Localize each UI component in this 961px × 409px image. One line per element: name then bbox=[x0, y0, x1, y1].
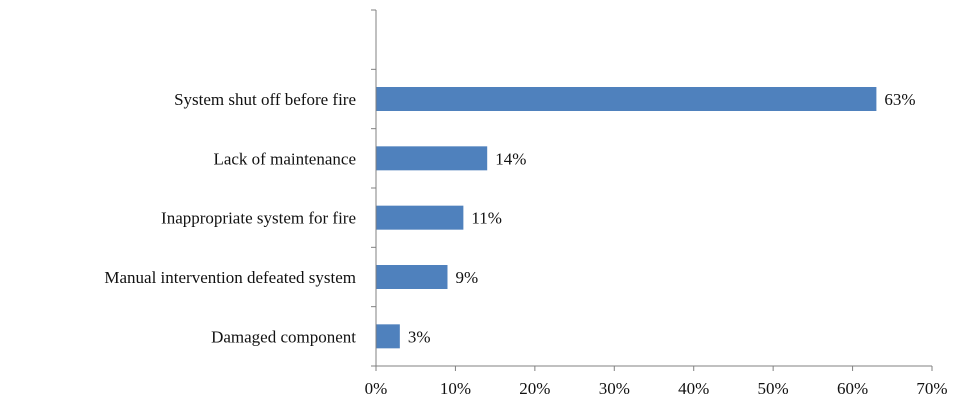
category-label: Inappropriate system for fire bbox=[161, 209, 356, 228]
data-label: 14% bbox=[495, 149, 526, 168]
category-label: Manual intervention defeated system bbox=[104, 268, 356, 287]
x-tick-label: 40% bbox=[678, 379, 709, 398]
x-tick-label: 0% bbox=[365, 379, 388, 398]
data-label: 11% bbox=[471, 209, 502, 228]
bar bbox=[376, 146, 488, 171]
category-label: System shut off before fire bbox=[174, 90, 356, 109]
data-label: 3% bbox=[408, 327, 431, 346]
labels-group: 0% 10% 20% 30% 40% 50% 60% 70% System shut off b… bbox=[104, 90, 947, 398]
category-label: Lack of maintenance bbox=[213, 149, 356, 168]
category-label: Damaged component bbox=[211, 327, 356, 346]
bar bbox=[376, 324, 400, 349]
bar bbox=[376, 265, 448, 289]
axes-group bbox=[371, 9, 933, 371]
x-tick-label: 10% bbox=[440, 379, 471, 398]
data-label: 9% bbox=[455, 268, 478, 287]
bar bbox=[376, 205, 464, 230]
x-tick-label: 50% bbox=[758, 379, 789, 398]
x-tick-label: 30% bbox=[599, 379, 630, 398]
x-tick-label: 20% bbox=[519, 379, 550, 398]
x-tick-label: 60% bbox=[837, 379, 868, 398]
data-label: 63% bbox=[884, 90, 915, 109]
bars-group bbox=[376, 87, 877, 349]
x-tick-label: 70% bbox=[916, 379, 947, 398]
bar bbox=[376, 87, 877, 111]
